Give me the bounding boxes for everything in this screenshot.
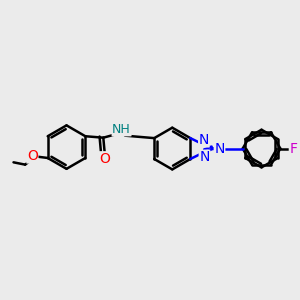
Text: N: N <box>199 150 210 164</box>
Text: N: N <box>214 142 225 156</box>
Text: N: N <box>199 133 209 147</box>
Text: F: F <box>290 142 297 156</box>
Text: O: O <box>27 149 38 163</box>
Text: NH: NH <box>112 123 131 136</box>
Text: O: O <box>99 152 110 166</box>
